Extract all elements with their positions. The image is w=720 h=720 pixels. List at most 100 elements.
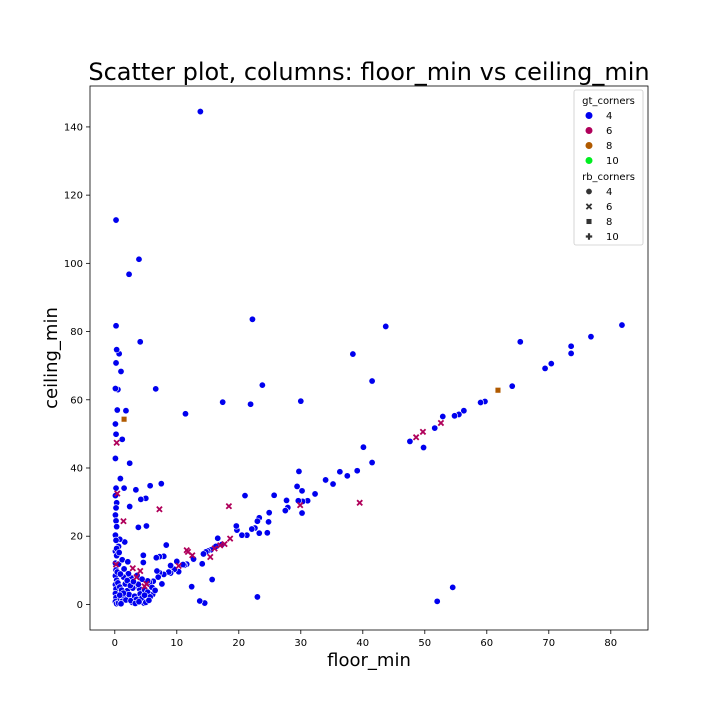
data-point: [477, 399, 485, 407]
data-point: [270, 491, 278, 499]
legend-label: 10: [606, 232, 619, 243]
x-tick-label: 10: [170, 638, 183, 649]
data-point: [112, 517, 120, 525]
data-point: [208, 576, 216, 584]
data-point: [111, 454, 119, 462]
data-point: [152, 554, 160, 562]
legend-label: 10: [606, 156, 619, 167]
data-point: [189, 552, 196, 559]
data-point: [248, 315, 256, 323]
data-point: [587, 333, 595, 341]
data-point: [547, 360, 555, 368]
data-point: [181, 410, 189, 418]
data-point: [196, 108, 204, 116]
x-tick-label: 70: [542, 638, 555, 649]
y-tick-label: 20: [70, 532, 83, 543]
data-point: [232, 522, 240, 530]
data-point: [152, 385, 160, 393]
data-point: [368, 459, 376, 467]
data-point: [329, 480, 337, 488]
data-point: [253, 517, 261, 525]
data-point: [188, 583, 196, 591]
data-point: [356, 499, 363, 507]
legend-marker: [585, 188, 593, 196]
data-point: [112, 561, 120, 568]
legend-swatch: [584, 111, 594, 120]
data-point: [112, 359, 120, 367]
data-point: [112, 536, 120, 544]
data-point: [298, 487, 306, 495]
data-point: [121, 416, 128, 423]
data-point: [226, 535, 234, 542]
y-tick-label: 120: [64, 191, 83, 202]
data-point: [143, 580, 150, 588]
y-tick-label: 40: [70, 463, 83, 474]
data-point: [114, 490, 121, 497]
x-tick-label: 60: [480, 638, 493, 649]
data-point: [494, 387, 502, 394]
data-point: [207, 553, 214, 561]
x-axis-label: floor_min: [327, 650, 411, 671]
data-point: [298, 509, 306, 517]
data-point: [162, 541, 170, 549]
data-point: [199, 550, 207, 558]
data-point: [255, 529, 263, 537]
data-point: [196, 597, 204, 605]
data-point: [153, 567, 161, 575]
data-point: [406, 437, 414, 445]
y-axis-label: ceiling_min: [41, 307, 62, 409]
data-point: [122, 407, 130, 415]
data-point: [141, 591, 149, 599]
data-point: [112, 322, 120, 330]
data-point: [132, 486, 140, 494]
data-point: [253, 593, 261, 601]
data-point: [216, 542, 224, 549]
x-tick-label: 30: [294, 638, 307, 649]
data-point: [238, 531, 246, 539]
data-point: [112, 430, 120, 438]
plot-area: 0 10 20 30 40 50 60 70 80 0 20 40 60 80 100 120 140: [64, 85, 649, 649]
data-point: [158, 580, 166, 588]
data-point: [134, 523, 142, 531]
data-point: [113, 346, 121, 354]
data-point: [382, 322, 390, 330]
y-tick-label: 140: [64, 122, 83, 133]
data-point: [349, 350, 357, 358]
data-point: [225, 502, 233, 510]
data-point: [139, 551, 147, 559]
data-point: [460, 407, 468, 415]
data-point: [117, 600, 125, 608]
plot-frame: [89, 85, 649, 631]
x-tick-label: 80: [604, 638, 617, 649]
data-point: [293, 482, 301, 490]
data-point: [431, 424, 439, 432]
data-point: [124, 570, 132, 578]
data-point: [135, 598, 143, 606]
data-point: [156, 506, 163, 513]
data-point: [265, 518, 273, 526]
data-point: [120, 517, 127, 525]
data-point: [113, 406, 121, 414]
data-point: [113, 523, 121, 531]
data-point: [508, 382, 516, 390]
data-point: [175, 562, 182, 570]
legend-label: 8: [606, 217, 612, 228]
data-point: [336, 468, 344, 476]
data-point: [145, 596, 153, 604]
data-point: [137, 495, 145, 503]
data-point: [437, 419, 445, 427]
data-point: [263, 529, 271, 537]
data-point: [420, 444, 428, 452]
data-point: [516, 338, 524, 346]
data-point: [221, 540, 228, 548]
legend-title-hue: gt_corners: [582, 96, 635, 107]
data-point: [198, 560, 206, 568]
data-point: [117, 367, 125, 375]
y-tick-label: 80: [70, 327, 83, 338]
legend-swatch: [584, 141, 594, 150]
data-point: [311, 490, 319, 498]
data-point: [247, 400, 255, 408]
legend-label: 6: [606, 126, 612, 137]
y-tick-label: 0: [77, 600, 83, 611]
